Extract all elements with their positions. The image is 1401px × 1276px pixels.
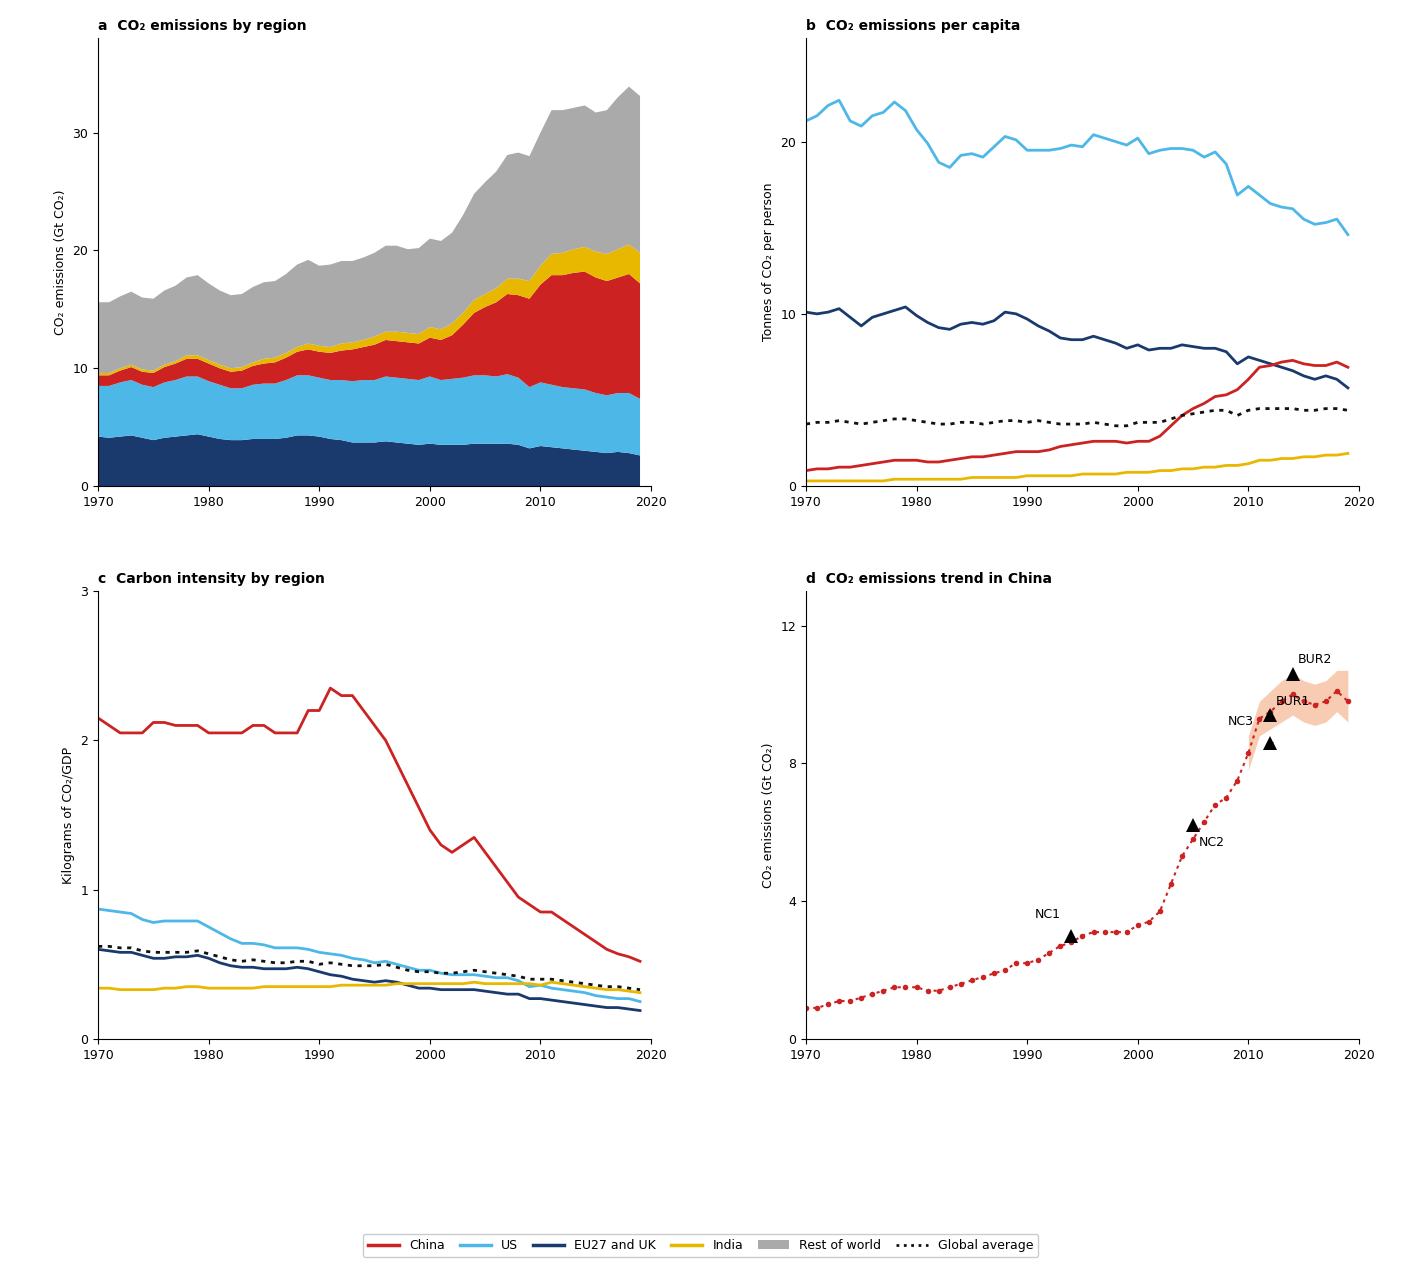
Y-axis label: Tonnes of CO₂ per person: Tonnes of CO₂ per person: [762, 182, 775, 342]
Text: NC2: NC2: [1199, 836, 1224, 849]
Y-axis label: CO₂ emissions (Gt CO₂): CO₂ emissions (Gt CO₂): [762, 743, 775, 888]
Text: c  Carbon intensity by region: c Carbon intensity by region: [98, 572, 325, 586]
Text: BUR2: BUR2: [1299, 653, 1332, 666]
Legend: China, US, EU27 and UK, India, Rest of world, Global average: China, US, EU27 and UK, India, Rest of w…: [363, 1234, 1038, 1257]
Y-axis label: Kilograms of CO₂/GDP: Kilograms of CO₂/GDP: [62, 746, 74, 883]
Y-axis label: CO₂ emissions (Gt CO₂): CO₂ emissions (Gt CO₂): [53, 189, 67, 334]
Text: a  CO₂ emissions by region: a CO₂ emissions by region: [98, 19, 307, 33]
Text: BUR1: BUR1: [1276, 694, 1310, 708]
Text: b  CO₂ emissions per capita: b CO₂ emissions per capita: [806, 19, 1020, 33]
Text: d  CO₂ emissions trend in China: d CO₂ emissions trend in China: [806, 572, 1052, 586]
Text: NC1: NC1: [1034, 909, 1061, 921]
Text: NC3: NC3: [1227, 716, 1254, 729]
